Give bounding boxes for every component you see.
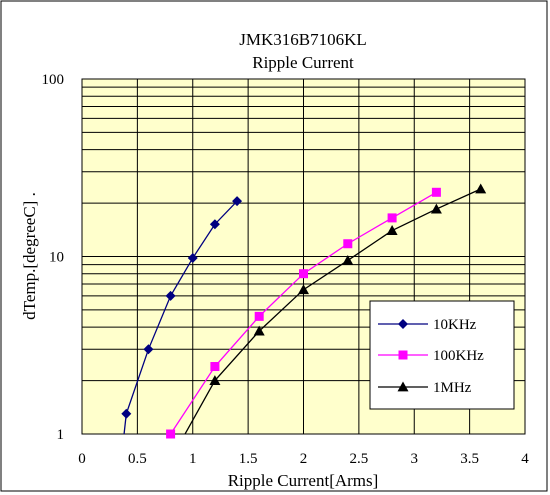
series-1mhz [184, 183, 487, 434]
x-tick-label: 1.5 [239, 451, 258, 467]
x-tick-label: 3.5 [460, 451, 479, 467]
data-point [209, 375, 221, 385]
y-tick-label: 10 [49, 250, 64, 266]
legend: 10KHz 100KHz 1MHz [369, 300, 515, 410]
x-tick-label: 3 [411, 451, 419, 467]
data-point [209, 219, 220, 230]
data-point [430, 203, 442, 214]
data-point [121, 408, 132, 419]
legend-label: 10KHz [433, 317, 477, 333]
data-point [298, 284, 309, 295]
y-axis-label: dTemp.[degreeC] . [20, 192, 39, 320]
data-point [343, 239, 353, 249]
series-layer [121, 183, 487, 439]
data-point [232, 196, 243, 207]
data-point [342, 254, 354, 265]
x-axis-label: Ripple Current[Arms] [228, 471, 379, 490]
legend-item: 100KHz [378, 348, 484, 364]
series-100khz [166, 187, 441, 439]
data-point [166, 429, 176, 439]
legend-item: 10KHz [378, 317, 477, 333]
legend-item: 1MHz [378, 380, 472, 396]
chart-title: JMK316B7106KL [239, 30, 367, 49]
data-point [253, 325, 265, 336]
y-tick-label: 100 [42, 72, 65, 88]
data-point [431, 187, 441, 197]
data-point [475, 183, 487, 194]
y-tick-label: 1 [57, 427, 65, 443]
chart-subtitle: Ripple Current [252, 53, 354, 72]
axis-layer: 0 0.5 1 1.5 2 2.5 3 3.5 4 1 10 100 [42, 72, 530, 467]
x-tick-label: 1 [189, 451, 197, 467]
data-point [386, 225, 398, 235]
series-10khz [121, 196, 243, 434]
data-point [187, 253, 198, 264]
x-tick-label: 0.5 [128, 451, 147, 467]
data-point [165, 290, 176, 301]
legend-marker [398, 319, 408, 329]
legend-label: 1MHz [433, 380, 472, 396]
x-tick-label: 4 [521, 451, 529, 467]
x-tick-label: 2.5 [350, 451, 369, 467]
legend-marker [397, 381, 409, 392]
legend-marker [398, 350, 408, 360]
data-point [143, 344, 154, 355]
x-tick-label: 2 [300, 451, 308, 467]
data-point [387, 213, 397, 223]
series-line [184, 188, 481, 434]
data-point [254, 311, 264, 321]
data-point [210, 362, 220, 372]
data-point [299, 269, 308, 279]
legend-label: 100KHz [433, 348, 484, 364]
x-tick-label: 0 [78, 451, 86, 467]
